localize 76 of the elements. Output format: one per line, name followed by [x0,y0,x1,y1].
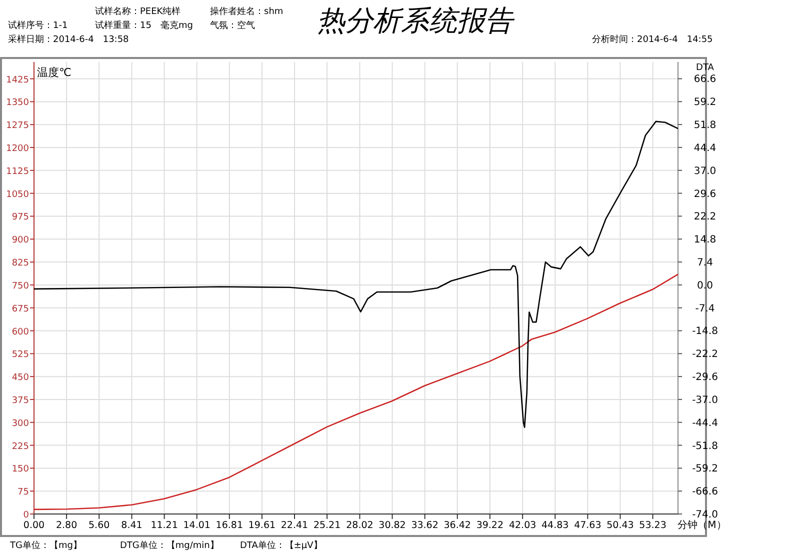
text: 操作者姓名：shm [210,6,284,17]
y-tick-label: 675 [12,304,29,314]
y-tick-label: 1275 [6,121,29,132]
y-tick-label: 600 [12,327,30,338]
y2-tick-label: 0.0 [697,280,713,292]
x-tick-label: 22.41 [280,520,308,531]
y-tick-label: 1050 [6,190,30,200]
text: 分析时间：2014-6-4 14:55 [592,34,713,45]
y-tick-label: 225 [12,442,29,452]
line-series [33,274,679,510]
x-tick-label: 53.23 [639,520,666,531]
y-tick-label: 975 [12,212,29,223]
y-tick-label: 0 [23,510,30,520]
y-tick-label: 900 [12,236,30,246]
x-tick-label: 39.22 [476,520,504,531]
text: DTG单位：【mg/min】 [120,540,219,551]
y-axis-title: 温度℃ [37,66,72,79]
x-tick-label: 44.83 [542,520,569,531]
y2-tick-label: 37.0 [694,166,716,177]
y2-tick-label: -37.0 [692,394,718,406]
text: 试样序号：1-1 [8,20,68,31]
y2-tick-label: 29.6 [694,188,716,200]
y2-tick-label: -44.4 [692,418,718,429]
y-tick-label: 1200 [6,144,30,154]
x-tick-label: 28.02 [346,520,374,531]
y-tick-label: 300 [12,418,30,429]
x-tick-label: 19.61 [248,520,276,531]
y-tick-label: 150 [12,464,30,475]
x-tick-label: 47.63 [574,520,602,531]
x-tick-label: 50.43 [606,520,634,531]
x-tick-label: 8.41 [121,520,142,531]
x-tick-label: 25.21 [313,520,341,531]
chart-title: 热分析系统报告 [317,6,515,37]
y2-tick-label: 51.8 [694,120,716,132]
x-axis-title: 分钟（M） [678,519,726,531]
y-tick-label: 75 [18,488,29,498]
x-tick-label: 42.03 [508,520,536,531]
y2-tick-label: -7.4 [695,303,715,314]
y2-tick-label: 59.2 [694,97,716,108]
x-tick-label: 0.00 [23,520,45,531]
x-tick-label: 33.62 [411,520,438,531]
y2-tick-label: -22.2 [692,349,718,360]
line-series [33,120,679,428]
x-tick-label: 36.42 [444,520,471,531]
x-tick-label: 14.01 [183,520,210,531]
text: TG单位：【mg】 [9,540,82,551]
y2-axis-title: DTA [696,63,715,73]
x-tick-label: 16.81 [216,520,244,531]
y-tick-label: 1350 [6,98,30,108]
y2-tick-label: 44.4 [694,142,716,154]
y2-tick-label: -66.6 [692,486,718,498]
y2-tick-label: -14.8 [692,326,718,338]
y2-tick-label: 14.8 [694,234,716,246]
y-tick-label: 1125 [6,166,29,177]
text: 试样名称：PEEK纯样 [95,6,181,17]
y-tick-label: 750 [12,281,30,292]
text: 采样日期：2014-6-4 13:58 [8,34,130,45]
x-tick-label: 5.60 [88,520,110,531]
y2-tick-label: 66.6 [694,74,716,86]
y2-tick-label: -29.6 [692,372,718,384]
text: DTA单位：【±μV】 [240,540,322,551]
y-tick-label: 525 [12,350,29,360]
y-tick-label: 825 [12,258,29,269]
x-tick-label: 30.82 [378,520,406,531]
y-tick-label: 375 [12,396,29,406]
y2-tick-label: 22.2 [694,212,716,223]
text: 试样重量：15 毫克mg [95,20,193,31]
y-tick-label: 450 [12,373,30,384]
text: 气氛：空气 [210,20,255,31]
y2-tick-label: -74.0 [692,510,718,520]
y2-tick-label: -59.2 [692,464,718,475]
y2-tick-label: -51.8 [692,440,718,452]
x-tick-label: 2.80 [56,520,78,531]
y2-tick-label: 7.4 [697,257,713,268]
y-tick-label: 1425 [6,75,29,86]
x-tick-label: 11.21 [150,520,178,531]
